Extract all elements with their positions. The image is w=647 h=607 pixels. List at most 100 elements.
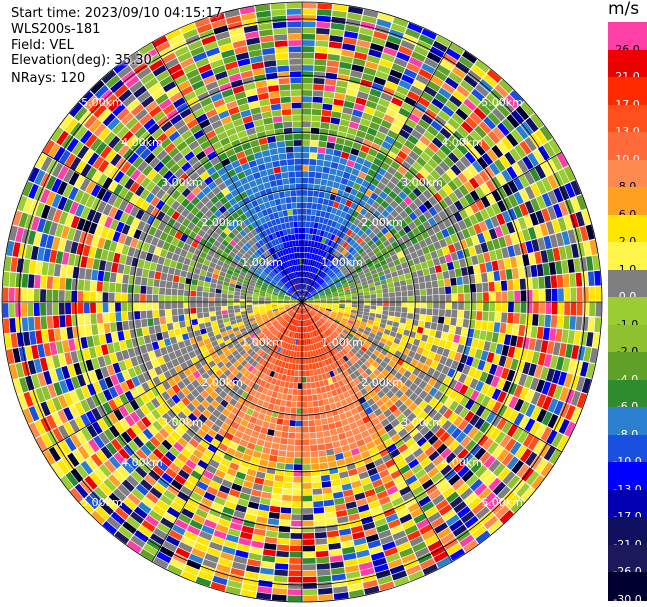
velocity-cell	[393, 171, 404, 181]
velocity-cell	[215, 297, 221, 302]
velocity-cell	[374, 317, 381, 323]
velocity-cell	[400, 176, 410, 186]
velocity-cell	[156, 332, 164, 341]
velocity-cell	[443, 537, 459, 550]
velocity-cell	[385, 204, 394, 214]
velocity-cell	[430, 169, 441, 181]
velocity-cell	[324, 436, 332, 444]
velocity-cell	[174, 474, 187, 485]
velocity-cell	[309, 146, 318, 153]
velocity-cell	[415, 74, 429, 85]
velocity-cell	[453, 381, 463, 392]
velocity-cell	[434, 165, 446, 176]
velocity-cell	[507, 208, 517, 221]
velocity-cell	[360, 346, 368, 353]
velocity-cell	[308, 298, 314, 301]
velocity-cell	[345, 564, 360, 573]
velocity-cell	[331, 310, 338, 314]
velocity-cell	[328, 460, 337, 468]
velocity-cell	[370, 294, 377, 299]
velocity-cell	[314, 248, 319, 255]
velocity-cell	[529, 377, 540, 391]
velocity-cell	[348, 583, 363, 592]
velocity-cell	[322, 198, 329, 206]
velocity-cell	[327, 135, 337, 143]
velocity-cell	[395, 302, 402, 307]
velocity-cell	[373, 349, 381, 357]
velocity-cell	[341, 444, 351, 453]
velocity-cell	[387, 428, 398, 438]
velocity-cell	[292, 332, 296, 339]
velocity-cell	[353, 162, 363, 171]
velocity-cell	[357, 91, 369, 100]
velocity-cell	[165, 316, 173, 324]
velocity-cell	[313, 241, 318, 248]
velocity-cell	[471, 525, 487, 539]
velocity-cell	[384, 423, 394, 433]
velocity-cell	[541, 177, 553, 192]
velocity-cell	[329, 548, 342, 557]
velocity-cell	[341, 49, 355, 58]
velocity-cell	[470, 402, 481, 414]
velocity-cell	[169, 336, 178, 345]
velocity-cell	[410, 177, 421, 187]
velocity-cell	[246, 299, 253, 302]
velocity-cell	[277, 373, 283, 380]
velocity-cell	[152, 294, 159, 302]
velocity-cell	[302, 545, 316, 552]
velocity-cell	[325, 291, 332, 295]
velocity-cell	[332, 276, 339, 282]
velocity-cell	[331, 155, 341, 163]
velocity-cell	[363, 202, 372, 211]
velocity-cell	[339, 333, 346, 340]
velocity-cell	[340, 321, 346, 327]
velocity-cell	[471, 338, 479, 349]
velocity-cell	[46, 302, 53, 316]
velocity-cell	[492, 481, 506, 496]
velocity-cell	[10, 333, 18, 348]
velocity-cell	[303, 564, 316, 571]
velocity-cell	[268, 512, 280, 519]
velocity-cell	[404, 96, 417, 107]
velocity-cell	[410, 358, 419, 367]
velocity-cell	[209, 292, 215, 298]
velocity-cell	[314, 329, 319, 336]
velocity-cell	[407, 313, 414, 320]
velocity-cell	[357, 374, 365, 383]
velocity-cell	[383, 114, 395, 124]
velocity-cell	[156, 499, 170, 512]
velocity-cell	[491, 332, 499, 343]
velocity-cell	[320, 264, 326, 271]
velocity-cell	[334, 420, 343, 429]
velocity-cell	[311, 331, 316, 338]
velocity-cell	[98, 260, 107, 271]
velocity-cell	[464, 293, 471, 302]
velocity-cell	[519, 140, 532, 155]
velocity-cell	[366, 323, 373, 329]
velocity-cell	[220, 399, 229, 408]
velocity-cell	[372, 394, 381, 403]
velocity-cell	[540, 340, 549, 353]
velocity-cell	[190, 290, 197, 297]
velocity-cell	[324, 212, 331, 219]
velocity-cell	[313, 306, 319, 310]
velocity-cell	[439, 58, 454, 71]
velocity-cell	[451, 427, 462, 439]
velocity-cell	[319, 134, 328, 142]
velocity-cell	[486, 192, 496, 205]
velocity-cell	[534, 129, 548, 145]
velocity-cell	[206, 513, 220, 524]
velocity-cell	[280, 437, 288, 445]
velocity-cell	[389, 292, 395, 298]
velocity-cell	[328, 226, 335, 234]
velocity-cell	[374, 422, 384, 432]
velocity-cell	[281, 501, 292, 508]
velocity-cell	[231, 384, 240, 393]
velocity-cell	[436, 272, 444, 280]
velocity-cell	[167, 484, 180, 496]
velocity-cell	[438, 481, 452, 494]
velocity-cell	[220, 458, 231, 467]
velocity-cell	[375, 357, 383, 365]
velocity-cell	[330, 325, 336, 331]
velocity-cell	[317, 348, 322, 355]
